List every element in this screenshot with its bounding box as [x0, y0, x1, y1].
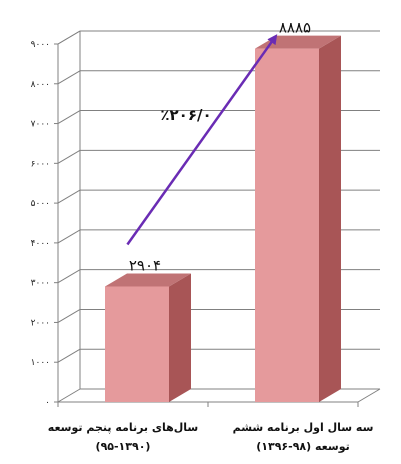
x-axis-categories: سال‌های برنامه پنجم توسعه (۹۵-۱۳۹۰) سه سال… — [48, 421, 374, 453]
gridline-wall — [58, 190, 80, 203]
data-label: ۸۸۸۵ — [279, 19, 311, 37]
bar-front — [105, 286, 169, 402]
y-tick-label: ۸۰۰۰ — [31, 80, 50, 90]
gridline-wall — [58, 389, 80, 402]
y-tick-label: ۳۰۰۰ — [31, 279, 50, 289]
gridline-wall — [58, 349, 80, 362]
gridline-wall — [58, 111, 80, 124]
gridline-wall — [58, 150, 80, 163]
y-tick-label: ۵۰۰۰ — [31, 199, 50, 209]
y-tick-label: ۱۰۰۰ — [31, 358, 50, 368]
y-axis-ticks: ۰ ۱۰۰۰ ۲۰۰۰ ۳۰۰۰ ۴۰۰۰ ۵۰۰۰ ۶۰۰۰ ۷۰۰۰ ۸۰۰۰ ۹۰۰۰ — [31, 40, 50, 408]
y-tick-label: ۴۰۰۰ — [31, 239, 50, 249]
y-tick-label: ۶۰۰۰ — [31, 159, 50, 169]
bar-1 — [255, 36, 341, 402]
category-label: سه سال اول برنامه ششم — [233, 421, 374, 434]
growth-arrow — [127, 37, 275, 245]
gridline-wall — [58, 270, 80, 283]
gridline-wall — [58, 230, 80, 243]
growth-annotation: ٪۲۰۶/۰ — [127, 37, 275, 245]
y-tick-label: ۰ — [45, 398, 50, 408]
floor-right-edge — [358, 389, 380, 402]
gridline-wall — [58, 31, 80, 44]
gridline-wall — [58, 71, 80, 84]
y-tick-label: ۲۰۰۰ — [31, 318, 50, 328]
y-tick-label: ۹۰۰۰ — [31, 40, 50, 50]
bar-front — [255, 49, 319, 402]
gridline-wall — [58, 309, 80, 322]
y-tick-label: ۷۰۰۰ — [31, 120, 50, 130]
category-label: سال‌های برنامه پنجم توسعه — [48, 421, 198, 434]
growth-percent-label: ٪۲۰۶/۰ — [160, 106, 211, 124]
category-label: توسعه (۹۸-۱۳۹۶) — [256, 440, 350, 453]
data-label: ۲۹۰۴ — [129, 256, 161, 274]
bar-0 — [105, 273, 191, 402]
category-label: (۹۵-۱۳۹۰) — [96, 440, 151, 453]
bar-side — [319, 36, 341, 402]
bars: ۲۹۰۴ ۸۸۸۵ — [105, 19, 341, 402]
bar-side — [169, 273, 191, 402]
